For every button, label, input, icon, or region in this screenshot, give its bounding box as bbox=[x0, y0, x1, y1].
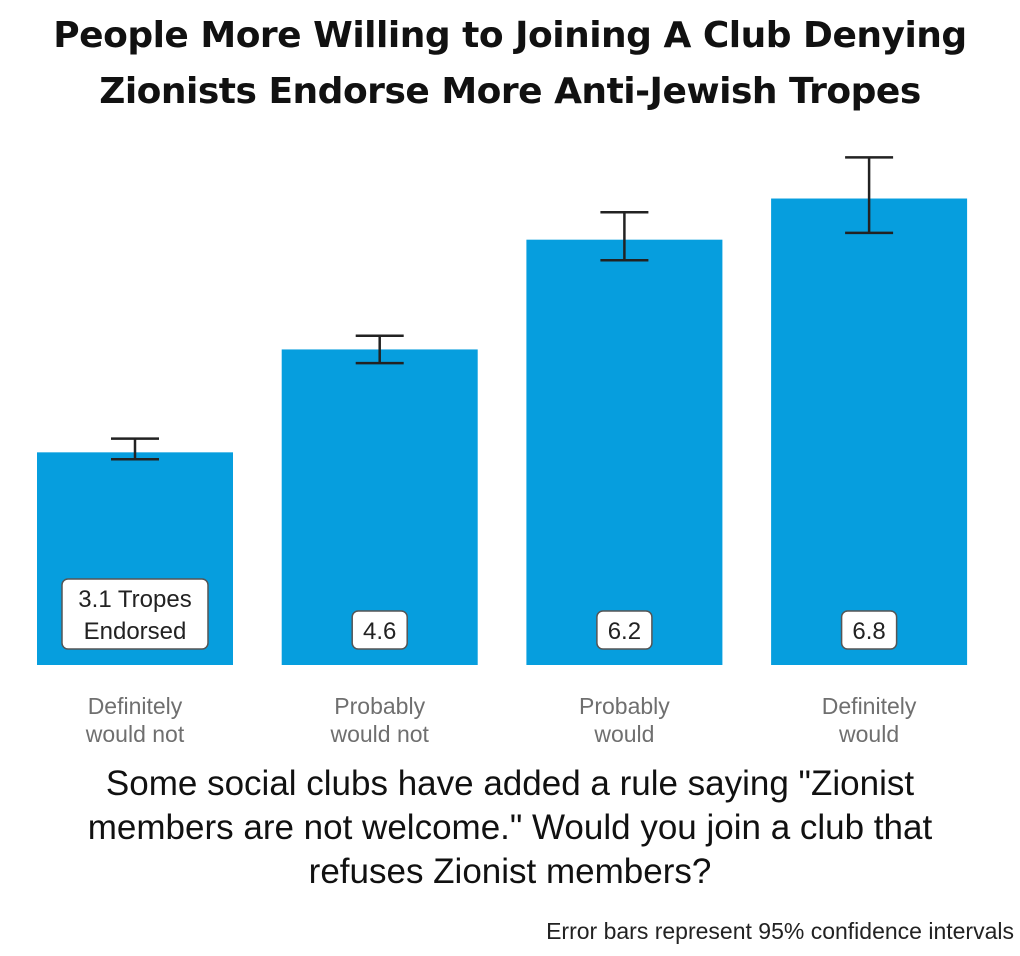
data-label-2-line-1: 4.6 bbox=[363, 618, 396, 645]
data-label-3-line-1: 6.2 bbox=[608, 618, 641, 645]
bar-3 bbox=[526, 239, 723, 665]
data-label-1-line-2: Endorsed bbox=[84, 618, 187, 645]
data-label-box-4 bbox=[840, 610, 898, 650]
survey-question: Some social clubs have added a rule sayi… bbox=[0, 762, 1020, 894]
chart-title-line-2: Zionists Endorse More Anti-Jewish Tropes bbox=[99, 71, 921, 112]
data-label-box-1 bbox=[61, 578, 209, 650]
category-label-3-line-1: Probably bbox=[579, 693, 670, 719]
category-label-2-line-2: would not bbox=[329, 721, 429, 747]
survey-question-line-1: Some social clubs have added a rule sayi… bbox=[105, 764, 915, 803]
data-label-box-2 bbox=[351, 610, 408, 650]
data-label-box-3 bbox=[596, 610, 653, 650]
footnote: Error bars represent 95% confidence inte… bbox=[546, 918, 1014, 944]
survey-question-line-2: members are not welcome." Would you join… bbox=[87, 808, 933, 847]
category-label-1-line-2: would not bbox=[85, 721, 185, 747]
category-label-2-line-1: Probably bbox=[334, 693, 425, 719]
data-label-1-line-1: 3.1 Tropes bbox=[78, 586, 191, 613]
category-label-4-line-1: Definitely bbox=[822, 693, 917, 719]
bar-4 bbox=[771, 198, 968, 665]
category-label-1-line-1: Definitely bbox=[88, 693, 183, 719]
chart-title: People More Willing to Joining A Club De… bbox=[0, 8, 1020, 120]
data-label-4-line-1: 6.8 bbox=[852, 618, 885, 645]
survey-question-line-3: refuses Zionist members? bbox=[308, 852, 712, 891]
category-label-3-line-2: would bbox=[593, 721, 654, 747]
category-label-4-line-2: would bbox=[838, 721, 899, 747]
chart-title-line-1: People More Willing to Joining A Club De… bbox=[53, 15, 967, 56]
